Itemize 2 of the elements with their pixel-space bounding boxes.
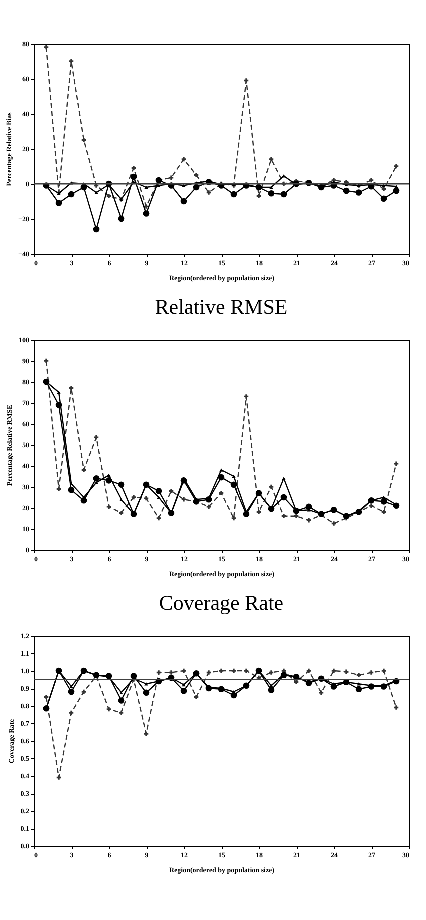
chart-title: Relative RMSE bbox=[155, 295, 288, 319]
chart-title: Coverage Rate bbox=[159, 591, 284, 615]
